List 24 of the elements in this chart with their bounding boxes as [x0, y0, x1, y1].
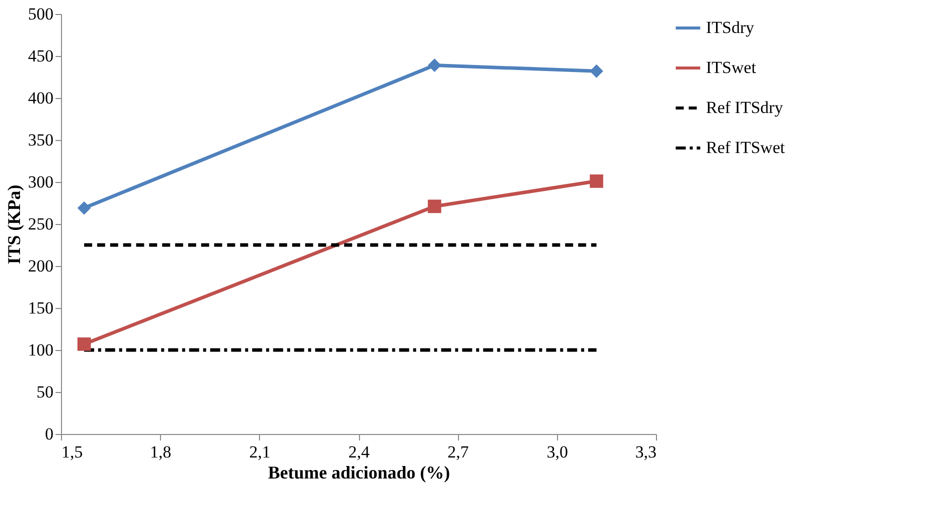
- legend-label: ITSwet: [706, 58, 756, 77]
- y-tick-label: 0: [45, 424, 54, 444]
- x-tick-label: 2,1: [249, 442, 270, 462]
- x-tick-label: 3,3: [635, 442, 656, 462]
- legend-label: ITSdry: [706, 18, 755, 37]
- y-tick-label: 350: [28, 130, 54, 150]
- y-tick-label: 250: [28, 214, 54, 234]
- y-tick-label: 500: [28, 4, 54, 24]
- legend-label: Ref ITSwet: [706, 138, 786, 157]
- y-tick-label: 200: [28, 256, 54, 276]
- x-tick-label: 2,4: [348, 442, 370, 462]
- y-tick-label: 450: [28, 46, 54, 66]
- y-axis-title: ITS (KPa): [4, 184, 24, 264]
- x-axis-title: Betume adicionado (%): [268, 462, 450, 482]
- x-tick-label: 1,8: [150, 442, 172, 462]
- y-tick-label: 150: [28, 298, 54, 318]
- y-tick-label: 100: [28, 340, 54, 360]
- x-tick-label: 1,5: [62, 442, 83, 462]
- x-tick-label: 2,7: [448, 442, 470, 462]
- legend-label: Ref ITSdry: [706, 98, 784, 117]
- y-tick-label: 50: [36, 382, 54, 402]
- y-tick-label: 300: [28, 172, 54, 192]
- y-tick-label: 400: [28, 88, 54, 108]
- x-tick-label: 3,0: [546, 442, 568, 462]
